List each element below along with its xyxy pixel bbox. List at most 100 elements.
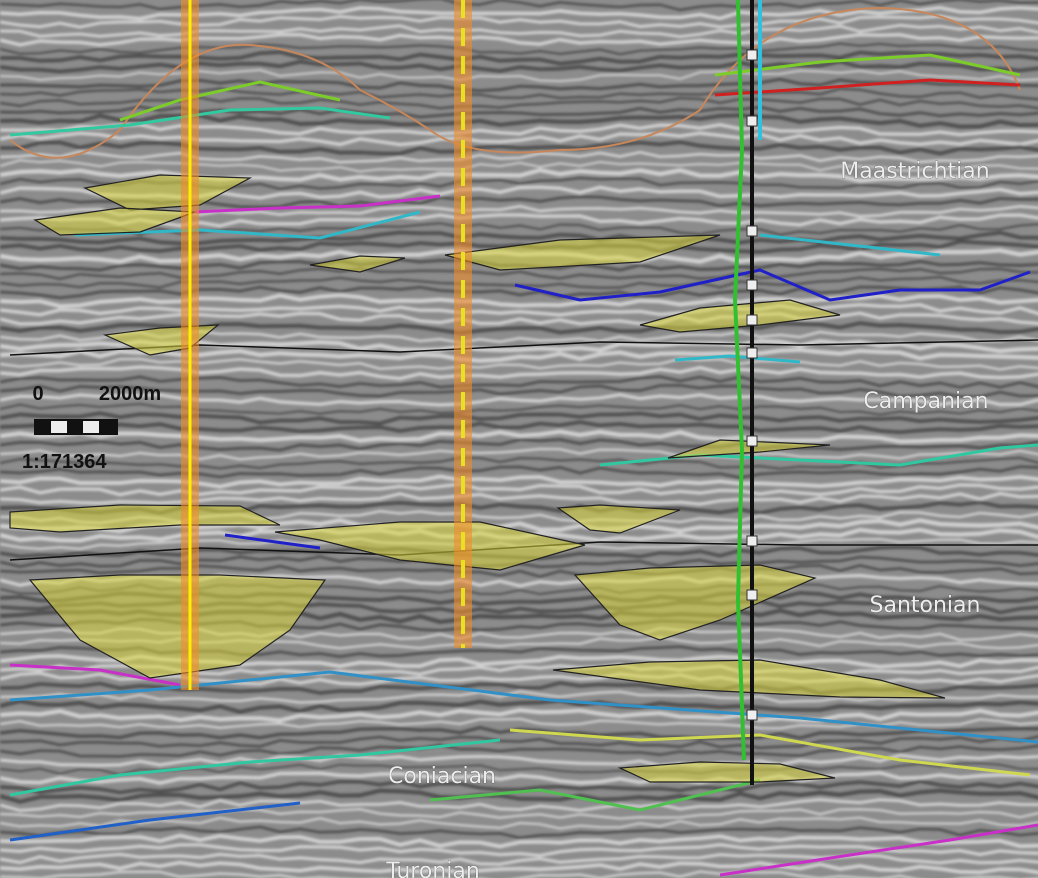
geobody (83, 174, 253, 211)
reflector (0, 293, 1038, 309)
reflector (0, 159, 1038, 173)
reflector (0, 375, 1038, 389)
reflector (0, 402, 1038, 416)
well-marker (746, 225, 758, 237)
reflector (0, 816, 1038, 830)
geobody (33, 207, 196, 236)
horizon (9, 106, 391, 137)
reflector (0, 113, 1038, 129)
reflector (0, 825, 1038, 840)
geobody (9, 504, 281, 533)
geobody (556, 504, 681, 534)
reflector (0, 140, 1038, 156)
reflector (0, 87, 1038, 101)
reflector (0, 383, 1038, 399)
dome-outline (9, 6, 1021, 159)
reflector (0, 743, 1038, 758)
horizon (224, 533, 321, 550)
reflector (0, 0, 1038, 12)
geobody (444, 234, 721, 271)
well-marker (746, 279, 758, 291)
reflector (0, 50, 1038, 66)
geobody (617, 761, 836, 783)
reflector (0, 122, 1038, 137)
horizon (514, 268, 1031, 302)
reflector (0, 230, 1038, 246)
reflector (0, 77, 1038, 93)
reflector (0, 68, 1038, 83)
horizon (759, 233, 941, 257)
reflector (0, 563, 1038, 579)
reflector (0, 167, 1038, 184)
reflector (0, 267, 1038, 281)
reflector (0, 843, 1038, 858)
horizon (9, 738, 501, 797)
reflector (0, 465, 1038, 480)
stage-label: Campanian (863, 389, 988, 414)
horizon (119, 80, 341, 122)
reflector (0, 779, 1038, 795)
reflector (0, 870, 1038, 878)
horizon (509, 728, 1031, 777)
well-marker (746, 535, 758, 547)
well-marker (746, 347, 758, 359)
scale-bar-segment (35, 420, 51, 434)
reflector (0, 690, 1038, 704)
reflector (0, 798, 1038, 813)
horizon (194, 194, 441, 214)
stage-label: Maastrichtian (840, 159, 989, 184)
reflector (0, 14, 1038, 29)
stage-label: Turonian (385, 859, 480, 878)
reflector (0, 347, 1038, 363)
geobody (639, 299, 841, 333)
geobody (667, 439, 831, 459)
scale-bar (34, 419, 118, 435)
well-markers (746, 49, 758, 721)
horizon (714, 78, 1021, 97)
reflector (0, 303, 1038, 317)
well-marker (746, 115, 758, 127)
reflector (0, 860, 1038, 875)
geobody (573, 564, 817, 641)
reflector (0, 213, 1038, 228)
well-log (732, 0, 746, 761)
reflector (0, 23, 1038, 39)
reflector (0, 311, 1038, 326)
reflector (0, 753, 1038, 768)
reflector (0, 5, 1038, 21)
horizon (9, 670, 1038, 744)
reflector (0, 491, 1038, 506)
scale-start: 0 (32, 383, 43, 405)
reflector (0, 707, 1038, 723)
stage-label: Coniacian (388, 764, 496, 789)
reflector (0, 852, 1038, 866)
reflector (0, 42, 1038, 56)
reflector (0, 474, 1038, 489)
reflector (0, 150, 1038, 164)
reflector (0, 770, 1038, 785)
reflector (0, 131, 1038, 147)
reflector (0, 411, 1038, 426)
scale-end: 2000m (99, 383, 161, 405)
geobody (28, 574, 327, 679)
geobody (552, 659, 946, 699)
horizon (9, 663, 181, 687)
reflector (0, 392, 1038, 407)
horizon (719, 823, 1038, 877)
reflector (0, 357, 1038, 371)
reflector (0, 365, 1038, 381)
scale-bar-segment (67, 420, 83, 434)
reflector (0, 59, 1038, 74)
geobody (309, 255, 406, 273)
well-marker (746, 589, 758, 601)
reflector (0, 808, 1038, 820)
horizon (429, 778, 761, 812)
well-marker (746, 709, 758, 721)
reflector (0, 321, 1038, 336)
reflector (0, 420, 1038, 435)
reflector (0, 833, 1038, 849)
reflector (0, 105, 1038, 119)
reflector (0, 698, 1038, 715)
geobody (274, 521, 586, 571)
